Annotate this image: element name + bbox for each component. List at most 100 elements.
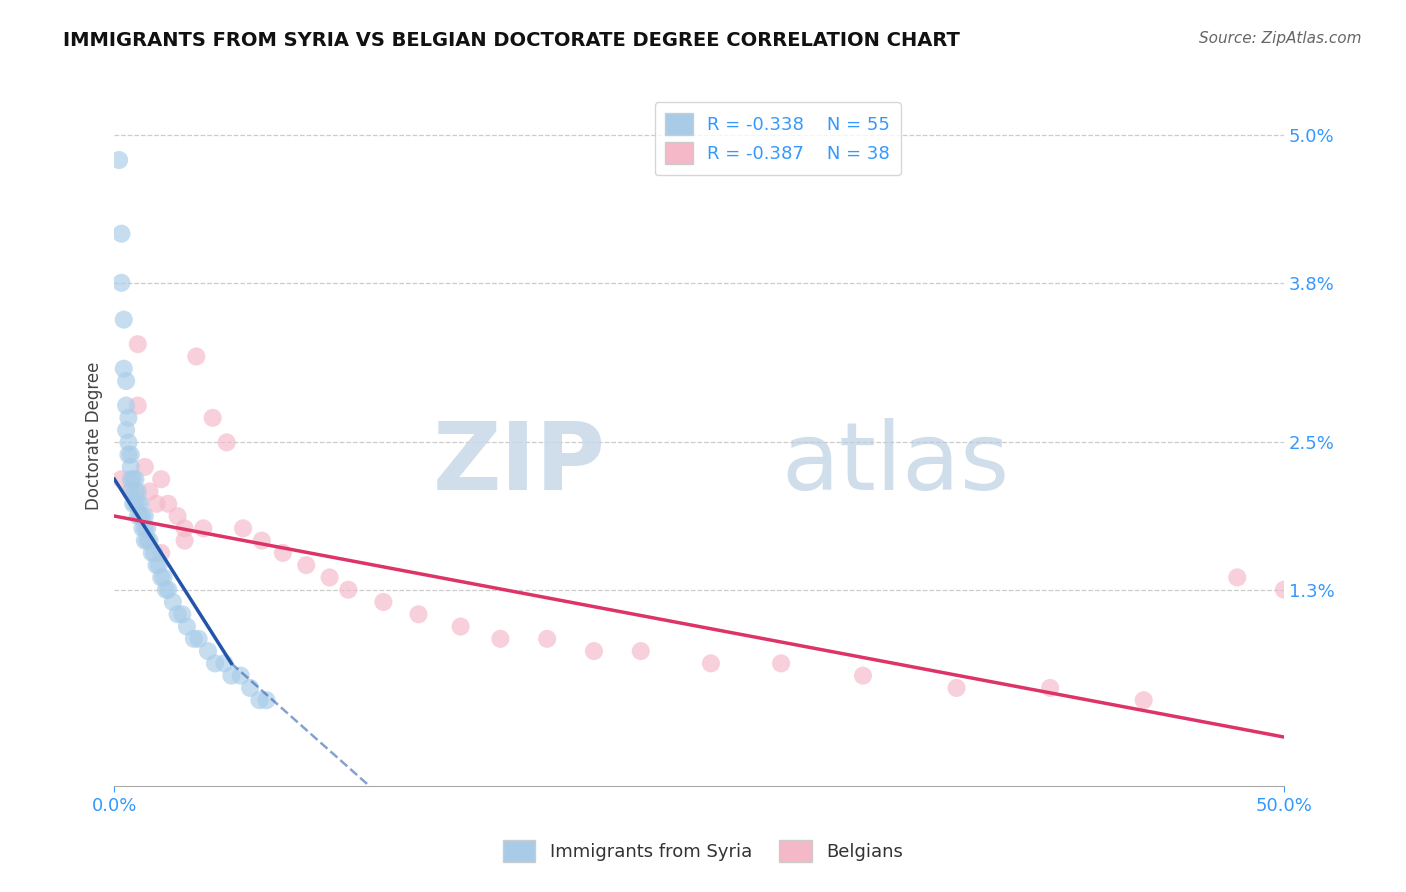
Point — [173, 533, 195, 548]
Point — [201, 410, 224, 425]
Point — [1039, 681, 1062, 695]
Point — [112, 361, 135, 376]
Point — [117, 410, 139, 425]
Point — [120, 459, 142, 474]
Point — [1272, 582, 1295, 597]
Point — [256, 693, 278, 707]
Point — [166, 509, 188, 524]
Point — [120, 448, 142, 462]
Point — [127, 399, 149, 413]
Point — [134, 509, 156, 524]
Point — [131, 521, 153, 535]
Point — [173, 521, 195, 535]
Point — [152, 570, 174, 584]
Point — [852, 668, 875, 682]
Point — [110, 227, 132, 241]
Point — [127, 337, 149, 351]
Text: IMMIGRANTS FROM SYRIA VS BELGIAN DOCTORATE DEGREE CORRELATION CHART: IMMIGRANTS FROM SYRIA VS BELGIAN DOCTORA… — [63, 31, 960, 50]
Point — [134, 521, 156, 535]
Point — [120, 484, 142, 499]
Point — [204, 657, 226, 671]
Point — [145, 497, 167, 511]
Point — [183, 632, 205, 646]
Point — [295, 558, 318, 573]
Point — [450, 619, 472, 633]
Point — [214, 657, 236, 671]
Point — [197, 644, 219, 658]
Point — [536, 632, 558, 646]
Point — [124, 472, 146, 486]
Point — [136, 521, 159, 535]
Point — [630, 644, 652, 658]
Point — [150, 546, 173, 560]
Point — [108, 153, 131, 167]
Point — [145, 558, 167, 573]
Point — [131, 509, 153, 524]
Point — [157, 582, 180, 597]
Point — [176, 619, 198, 633]
Point — [127, 497, 149, 511]
Point — [110, 472, 132, 486]
Point — [134, 533, 156, 548]
Point — [232, 521, 254, 535]
Text: ZIP: ZIP — [433, 418, 606, 510]
Point — [157, 497, 180, 511]
Point — [124, 484, 146, 499]
Point — [124, 497, 146, 511]
Point — [127, 484, 149, 499]
Point — [337, 582, 360, 597]
Point — [150, 570, 173, 584]
Point — [136, 533, 159, 548]
Point — [143, 546, 166, 560]
Point — [115, 423, 138, 437]
Legend: R = -0.338    N = 55, R = -0.387    N = 38: R = -0.338 N = 55, R = -0.387 N = 38 — [655, 103, 901, 176]
Point — [1132, 693, 1154, 707]
Point — [138, 533, 160, 548]
Point — [221, 668, 243, 682]
Point — [318, 570, 340, 584]
Point — [127, 509, 149, 524]
Point — [1226, 570, 1249, 584]
Point — [249, 693, 271, 707]
Point — [129, 509, 152, 524]
Point — [373, 595, 395, 609]
Point — [120, 484, 142, 499]
Point — [110, 276, 132, 290]
Point — [148, 558, 170, 573]
Point — [582, 644, 605, 658]
Point — [250, 533, 273, 548]
Point — [129, 497, 152, 511]
Point — [162, 595, 184, 609]
Point — [134, 459, 156, 474]
Point — [700, 657, 723, 671]
Y-axis label: Doctorate Degree: Doctorate Degree — [86, 362, 103, 510]
Point — [150, 472, 173, 486]
Point — [229, 668, 252, 682]
Point — [770, 657, 793, 671]
Point — [186, 350, 208, 364]
Point — [166, 607, 188, 622]
Point — [112, 312, 135, 326]
Point — [193, 521, 215, 535]
Point — [271, 546, 294, 560]
Point — [115, 374, 138, 388]
Point — [408, 607, 430, 622]
Point — [122, 497, 145, 511]
Point — [141, 546, 163, 560]
Point — [117, 435, 139, 450]
Point — [138, 484, 160, 499]
Point — [215, 435, 238, 450]
Text: Source: ZipAtlas.com: Source: ZipAtlas.com — [1198, 31, 1361, 46]
Point — [117, 448, 139, 462]
Point — [120, 472, 142, 486]
Legend: Immigrants from Syria, Belgians: Immigrants from Syria, Belgians — [496, 833, 910, 870]
Point — [239, 681, 262, 695]
Point — [945, 681, 967, 695]
Point — [122, 472, 145, 486]
Point — [489, 632, 512, 646]
Point — [115, 399, 138, 413]
Point — [155, 582, 177, 597]
Text: atlas: atlas — [782, 418, 1010, 510]
Point — [172, 607, 194, 622]
Point — [187, 632, 209, 646]
